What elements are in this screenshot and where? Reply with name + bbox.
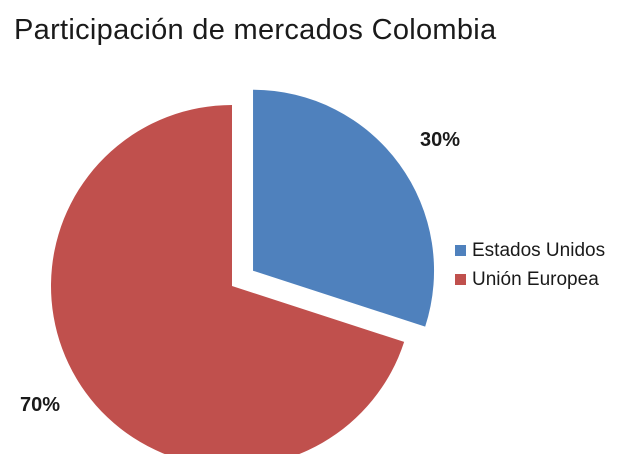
legend-swatch-union-europea — [455, 274, 466, 285]
legend-swatch-estados-unidos — [455, 245, 466, 256]
legend-label-estados-unidos: Estados Unidos — [472, 239, 606, 261]
legend-item-estados-unidos: Estados Unidos — [455, 236, 605, 265]
legend-label-union-europea: Unión Europea — [472, 268, 599, 290]
slice-union-europea — [51, 105, 405, 454]
slice-label-estados-unidos: 30% — [420, 129, 460, 151]
legend-item-union-europea: Unión Europea — [455, 265, 605, 294]
chart-title: Participación de mercados Colombia — [14, 14, 497, 46]
slice-estados-unidos — [253, 89, 435, 327]
legend: Estados Unidos Unión Europea — [455, 236, 605, 294]
slice-label-union-europea: 70% — [20, 394, 60, 416]
